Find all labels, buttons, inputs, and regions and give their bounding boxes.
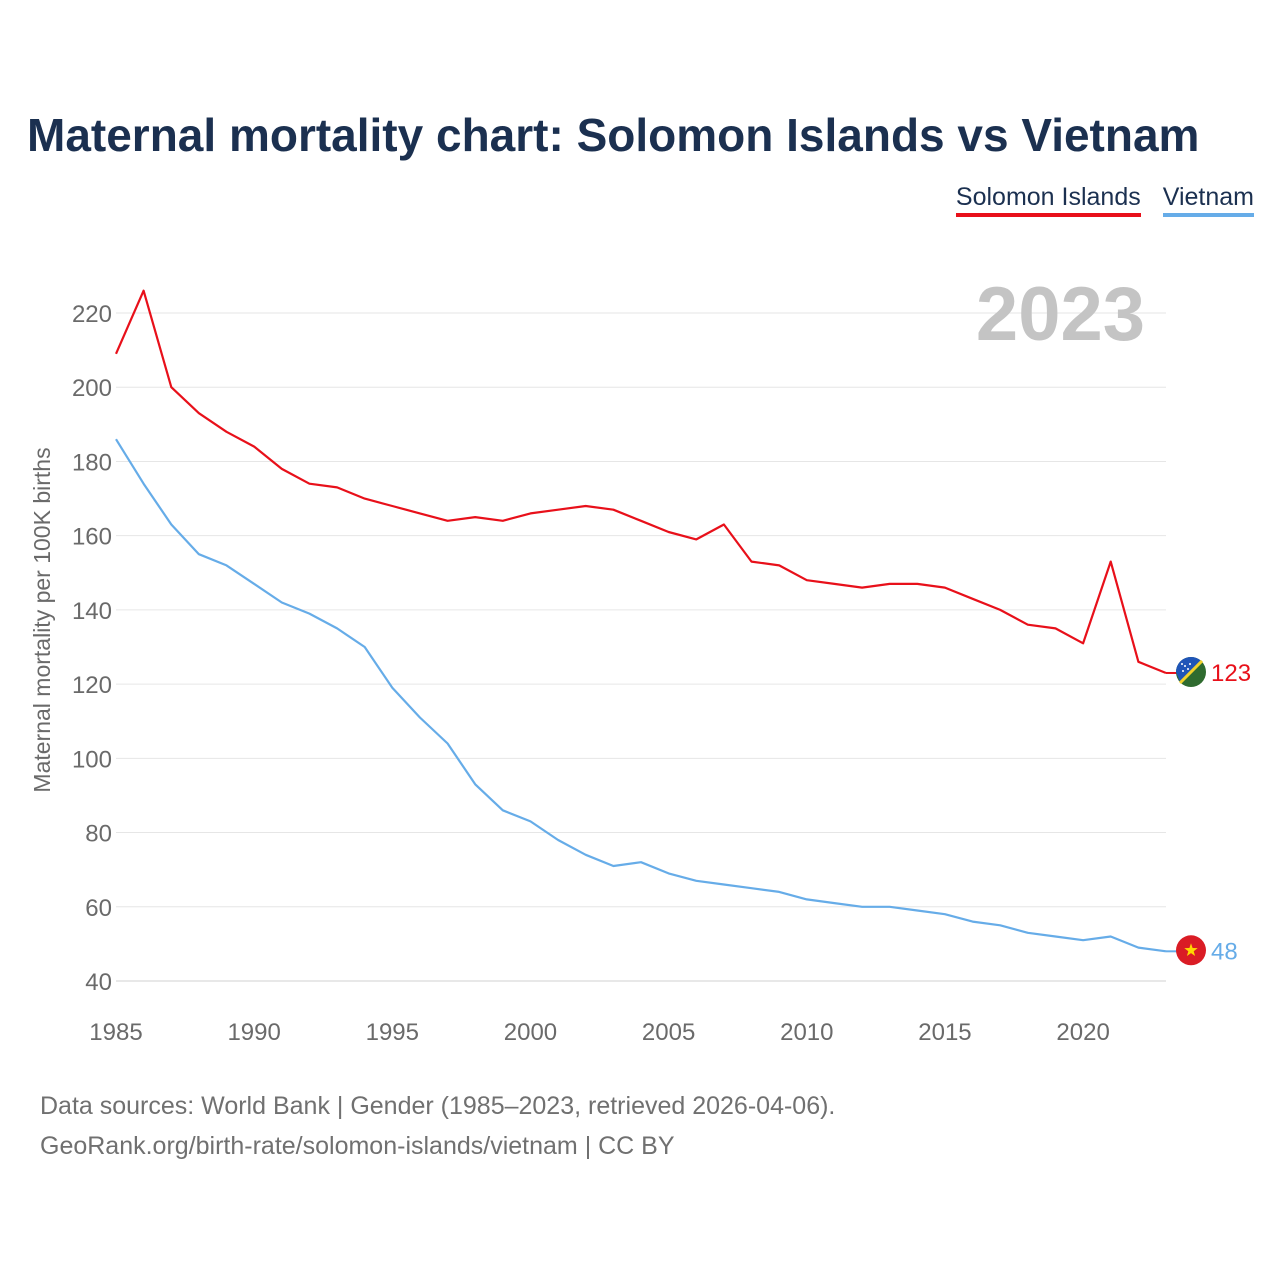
series-line-vietnam [115, 438, 1167, 953]
x-tick-label: 2015 [918, 1019, 971, 1046]
footer: Data sources: World Bank | Gender (1985–… [40, 1086, 835, 1166]
y-tick-label: 120 [72, 672, 112, 699]
y-tick-label: 140 [72, 598, 112, 625]
y-tick-label: 220 [72, 301, 112, 328]
x-tick-label: 1985 [89, 1019, 142, 1046]
year-label: 2023 [976, 272, 1145, 357]
source-url: GeoRank.org/birth-rate/solomon-islands/v… [40, 1132, 675, 1160]
end-value-label: 48 [1211, 938, 1238, 965]
y-tick-label: 60 [85, 895, 112, 922]
vietnam-flag-icon [1176, 935, 1206, 966]
series-line-solomon-islands [114, 289, 1167, 675]
data-source-note: Data sources: World Bank | Gender (1985–… [40, 1092, 836, 1120]
y-tick-label: 180 [72, 449, 112, 476]
x-axis-ticks: 1985 1990 1995 2000 2005 2010 2015 2020 [89, 1019, 1109, 1046]
solomon-islands-flag-icon [1176, 656, 1206, 687]
x-tick-label: 2020 [1056, 1019, 1109, 1046]
y-tick-label: 40 [85, 969, 112, 996]
x-tick-label: 2005 [642, 1019, 695, 1046]
x-tick-label: 2000 [504, 1019, 557, 1046]
grid-lines [116, 312, 1166, 982]
series-lines [114, 289, 1167, 953]
legend-item-solomon-islands[interactable]: Solomon Islands [955, 183, 1141, 217]
end-markers: 123 48 [1166, 656, 1251, 966]
chart-title: Maternal mortality chart: Solomon Island… [27, 109, 1200, 161]
y-tick-label: 100 [72, 746, 112, 773]
x-tick-label: 2010 [780, 1019, 833, 1046]
legend: Solomon Islands Vietnam [955, 183, 1254, 217]
x-tick-label: 1990 [227, 1019, 280, 1046]
y-tick-label: 160 [72, 524, 112, 551]
line-chart: 40 60 80 100 120 140 160 180 200 220 1985 1990 1995… [29, 272, 1251, 1046]
y-tick-label: 80 [85, 821, 112, 848]
x-tick-label: 1995 [366, 1019, 419, 1046]
y-axis-label: Maternal mortality per 100K births [29, 447, 55, 792]
end-value-label: 123 [1211, 660, 1251, 687]
y-axis-ticks: 40 60 80 100 120 140 160 180 200 220 [72, 301, 112, 996]
legend-item-vietnam[interactable]: Vietnam [1162, 183, 1254, 217]
y-tick-label: 200 [72, 375, 112, 402]
